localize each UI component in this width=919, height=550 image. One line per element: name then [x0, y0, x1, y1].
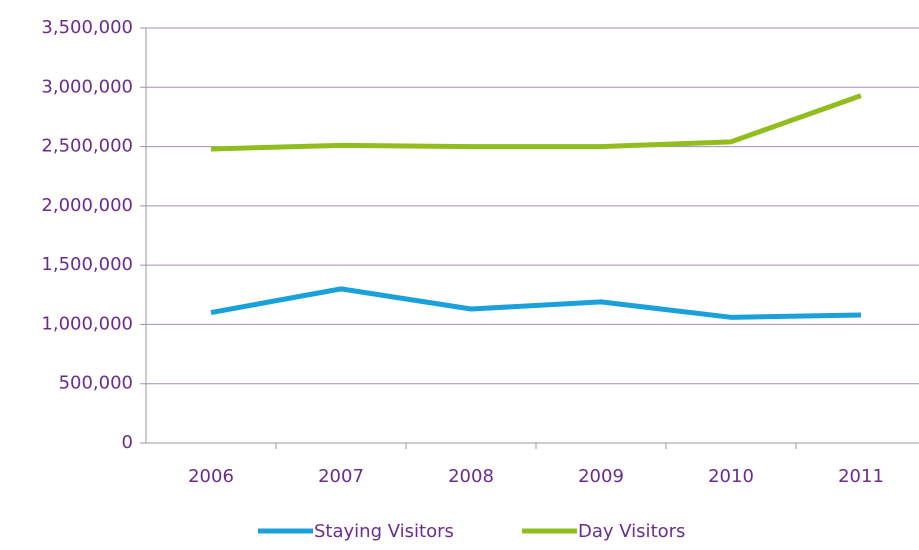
legend-label: Day Visitors [578, 521, 685, 542]
y-tick-label: 1,000,000 [41, 313, 133, 334]
x-tick-label: 2008 [448, 466, 494, 487]
y-tick-label: 0 [122, 432, 133, 453]
x-tick-label: 2009 [578, 466, 624, 487]
x-tick-label: 2011 [838, 466, 884, 487]
y-tick-label: 1,500,000 [41, 254, 133, 275]
y-tick-label: 2,500,000 [41, 136, 133, 157]
x-tick-label: 2010 [708, 466, 754, 487]
y-tick-label: 3,000,000 [41, 76, 133, 97]
series-line [210, 286, 862, 320]
x-tick-label: 2007 [318, 466, 364, 487]
series-line [210, 93, 862, 152]
y-tick-label: 2,000,000 [41, 195, 133, 216]
legend-label: Staying Visitors [314, 521, 454, 542]
y-tick-label: 500,000 [59, 373, 133, 394]
x-tick-label: 2006 [188, 466, 234, 487]
y-tick-label: 3,500,000 [41, 17, 133, 38]
